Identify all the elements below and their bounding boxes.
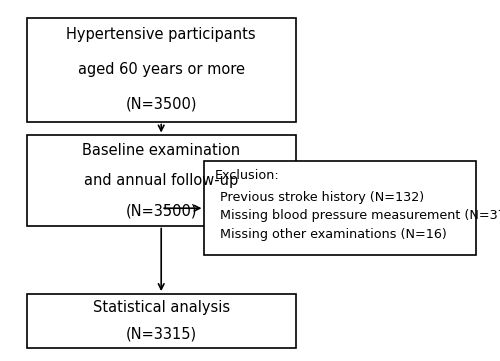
Text: Missing blood pressure measurement (N=37): Missing blood pressure measurement (N=37… [220,209,500,222]
Bar [27,135,295,226]
Text: aged 60 years or more: aged 60 years or more [78,62,244,77]
Text: (N=3500): (N=3500) [126,203,197,218]
Text: Baseline examination: Baseline examination [82,143,240,158]
Text: and annual follow-up: and annual follow-up [84,173,238,188]
Bar [27,294,295,348]
Text: (N=3500): (N=3500) [126,97,197,112]
Text: Previous stroke history (N=132): Previous stroke history (N=132) [220,191,424,204]
Text: (N=3315): (N=3315) [126,327,197,342]
Text: Statistical analysis: Statistical analysis [92,300,230,315]
Text: Hypertensive participants: Hypertensive participants [66,27,256,43]
Bar [204,161,476,255]
Bar [27,18,295,122]
Text: Exclusion:: Exclusion: [215,169,280,182]
Text: Missing other examinations (N=16): Missing other examinations (N=16) [220,228,446,241]
